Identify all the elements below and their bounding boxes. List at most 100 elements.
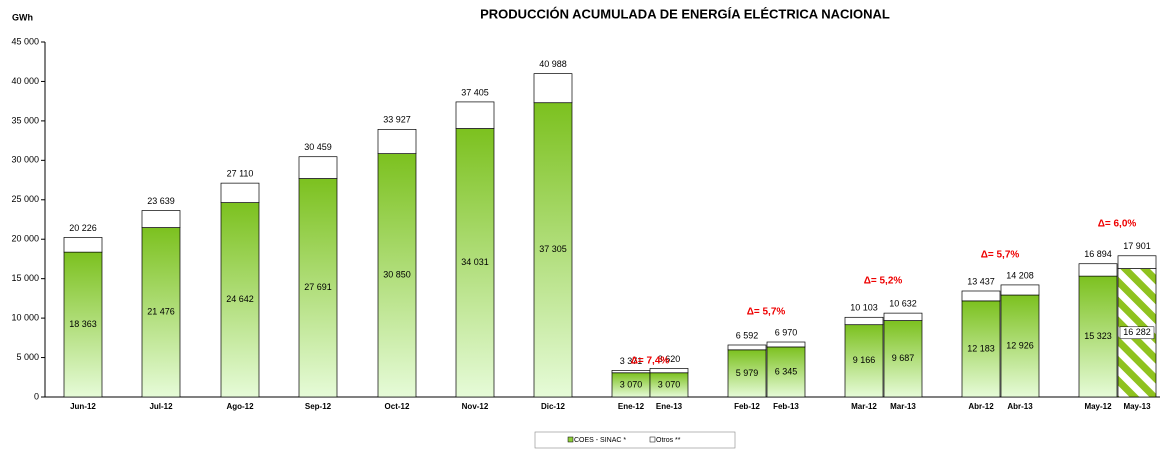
- y-tick-label: 25 000: [11, 194, 39, 204]
- bar-otros: [298, 156, 338, 179]
- x-tick-label: Dic-12: [541, 402, 566, 411]
- bar-otros: [727, 344, 767, 351]
- bar-coes: [883, 320, 923, 398]
- bar-otros: [141, 210, 181, 228]
- value-label: 34 031: [461, 257, 489, 267]
- y-tick-label: 30 000: [11, 155, 39, 165]
- delta-annotation: Δ= 5,7%: [981, 250, 1020, 261]
- x-tick-label: Ene-13: [656, 402, 683, 411]
- bar-otros: [844, 316, 884, 326]
- total-label: 6 592: [736, 330, 759, 340]
- chart-title: PRODUCCIÓN ACUMULADA DE ENERGÍA ELÉCTRIC…: [480, 6, 890, 21]
- total-label: 17 901: [1123, 241, 1151, 251]
- legend-label: COES - SINAC *: [574, 437, 626, 444]
- total-label: 10 103: [850, 303, 878, 313]
- bar-coes: [63, 251, 103, 398]
- value-label: 37 305: [539, 244, 567, 254]
- bar-coes: [533, 102, 573, 398]
- bar-coes: [649, 372, 689, 398]
- total-label: 6 970: [775, 327, 798, 337]
- x-tick-label: Oct-12: [385, 402, 410, 411]
- total-label: 40 988: [539, 59, 567, 69]
- bar-coes: [1000, 294, 1040, 398]
- total-label: 3 371: [620, 356, 643, 366]
- delta-annotation: Δ= 7,4%: [631, 356, 670, 367]
- value-label: 16 282: [1123, 327, 1151, 337]
- delta-annotation: Δ= 5,7%: [747, 307, 786, 318]
- bar-otros: [1078, 263, 1118, 277]
- bar-otros: [1117, 255, 1157, 269]
- y-tick-label: 35 000: [11, 115, 39, 125]
- bar-otros: [63, 237, 103, 253]
- value-label: 3 070: [620, 379, 643, 389]
- total-label: 33 927: [383, 115, 411, 125]
- total-label: 23 639: [147, 196, 175, 206]
- total-label: 37 405: [461, 87, 489, 97]
- bar-coes: [1078, 275, 1118, 398]
- y-tick-label: 40 000: [11, 76, 39, 86]
- bar-coes: [961, 300, 1001, 398]
- total-label: 13 437: [967, 276, 995, 286]
- legend: [534, 431, 736, 449]
- bar-coes: [141, 227, 181, 398]
- x-tick-label: Ago-12: [226, 402, 254, 411]
- x-tick-label: Feb-13: [773, 402, 799, 411]
- delta-annotation: Δ= 5,2%: [864, 276, 903, 287]
- x-tick-label: Feb-12: [734, 402, 760, 411]
- bar-coes: [377, 153, 417, 398]
- total-label: 27 110: [227, 169, 254, 179]
- bar-otros: [377, 129, 417, 154]
- value-label: 6 345: [775, 366, 798, 376]
- x-tick-label: Mar-13: [890, 402, 916, 411]
- x-tick-label: Mar-12: [851, 402, 877, 411]
- value-label: 9 166: [853, 355, 876, 365]
- value-label: 27 691: [304, 282, 332, 292]
- bar-coes: [766, 346, 806, 398]
- y-tick-label: 20 000: [11, 234, 39, 244]
- x-tick-label: Sep-12: [305, 402, 332, 411]
- legend-label: Otros **: [656, 437, 681, 444]
- y-tick-label: 45 000: [11, 36, 39, 46]
- value-label: 24 642: [226, 294, 254, 304]
- bar-otros: [611, 370, 651, 374]
- value-label: 5 979: [736, 368, 759, 378]
- x-tick-label: Nov-12: [462, 402, 489, 411]
- bar-otros: [766, 341, 806, 348]
- bar-otros: [1000, 284, 1040, 296]
- x-tick-label: Ene-12: [618, 402, 645, 411]
- legend-swatch: [649, 436, 656, 443]
- y-tick-label: 10 000: [11, 312, 39, 322]
- delta-annotation: Δ= 6,0%: [1098, 219, 1137, 230]
- bar-otros: [883, 312, 923, 321]
- bar-otros: [220, 182, 260, 203]
- value-label: 9 687: [892, 353, 915, 363]
- total-label: 14 208: [1006, 270, 1034, 280]
- value-label: 12 926: [1006, 340, 1034, 350]
- y-tick-label: 5 000: [16, 352, 39, 362]
- value-label: 12 183: [967, 343, 995, 353]
- bar-otros: [533, 73, 573, 104]
- value-label: 18 363: [69, 319, 97, 329]
- x-tick-label: Jun-12: [70, 402, 96, 411]
- y-tick-label: 15 000: [11, 273, 39, 283]
- bar-coes: [455, 128, 495, 398]
- x-tick-label: Abr-12: [968, 402, 994, 411]
- bar-otros: [455, 101, 495, 129]
- value-label: 21 476: [147, 307, 175, 317]
- total-label: 10 632: [889, 299, 917, 309]
- bar-coes: [727, 349, 767, 398]
- legend-swatch: [567, 436, 574, 443]
- value-label: 15 323: [1084, 331, 1112, 341]
- bar-otros: [649, 368, 689, 374]
- total-label: 16 894: [1084, 249, 1112, 259]
- y-tick-label: 0: [34, 391, 39, 401]
- x-tick-label: Abr-13: [1007, 402, 1033, 411]
- bar-otros: [961, 290, 1001, 302]
- total-label: 30 459: [304, 142, 332, 152]
- x-tick-label: May-13: [1123, 402, 1151, 411]
- total-label: 3 620: [658, 354, 681, 364]
- label-bg: [1119, 326, 1155, 340]
- value-label: 30 850: [383, 270, 411, 280]
- y-axis-label: GWh: [12, 12, 33, 22]
